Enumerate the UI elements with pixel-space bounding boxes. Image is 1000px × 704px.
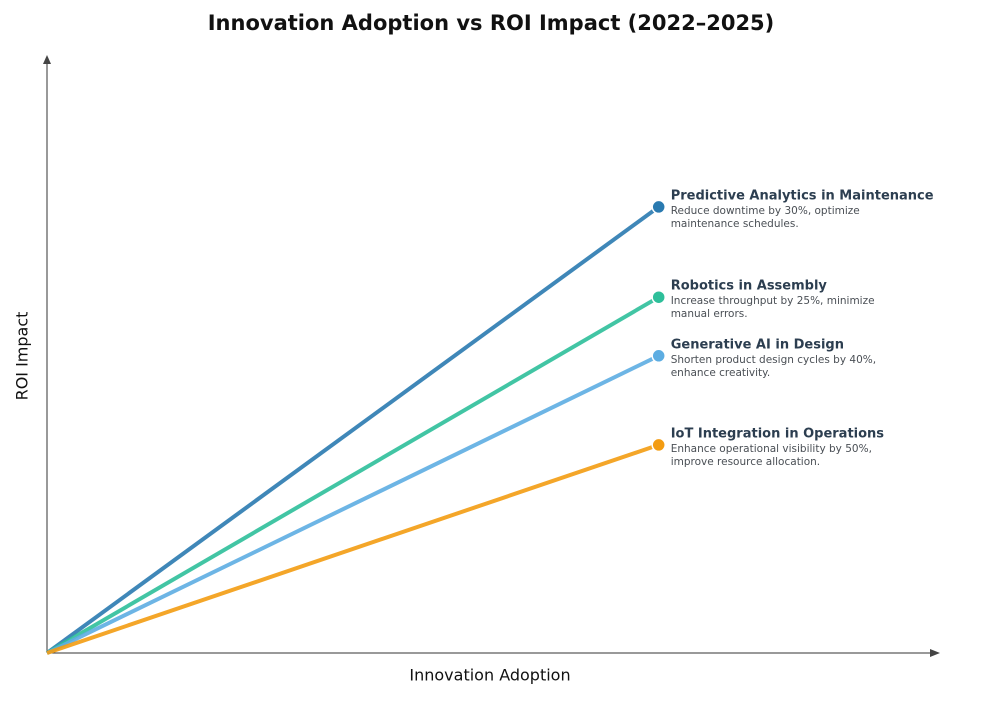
series-description: Increase throughput by 25%, minimize man… bbox=[670, 295, 875, 321]
end-marker bbox=[651, 289, 666, 305]
end-marker bbox=[651, 437, 666, 453]
x-axis-arrow bbox=[930, 649, 940, 657]
series-name: IoT Integration in Operations bbox=[671, 426, 885, 441]
series-line bbox=[46, 353, 660, 655]
end-marker bbox=[651, 348, 666, 364]
series-line bbox=[45, 205, 660, 655]
series-name: Robotics in Assembly bbox=[671, 279, 828, 294]
series-line bbox=[45, 295, 660, 655]
series-name: Predictive Analytics in Maintenance bbox=[671, 188, 934, 203]
series-description-box: Shorten product design cycles by 40%, en… bbox=[670, 353, 877, 379]
series-description: Reduce downtime by 30%, optimize mainten… bbox=[670, 204, 860, 230]
y-axis-arrow bbox=[43, 55, 51, 64]
chart-title: Innovation Adoption vs ROI Impact (2022–… bbox=[208, 11, 775, 35]
series-description-box: Increase throughput by 25%, minimize man… bbox=[670, 295, 875, 321]
series-description: Enhance operational visibility by 50%, i… bbox=[670, 442, 872, 468]
end-marker bbox=[651, 199, 666, 215]
y-axis-label: ROI Impact bbox=[13, 312, 32, 401]
series-name: Generative AI in Design bbox=[671, 337, 844, 352]
x-axis-label: Innovation Adoption bbox=[409, 666, 570, 685]
series-description-box: Enhance operational visibility by 50%, i… bbox=[670, 442, 872, 468]
series-description-box: Reduce downtime by 30%, optimize mainten… bbox=[670, 204, 860, 230]
series-description: Shorten product design cycles by 40%, en… bbox=[670, 353, 877, 379]
series-line bbox=[46, 443, 660, 655]
